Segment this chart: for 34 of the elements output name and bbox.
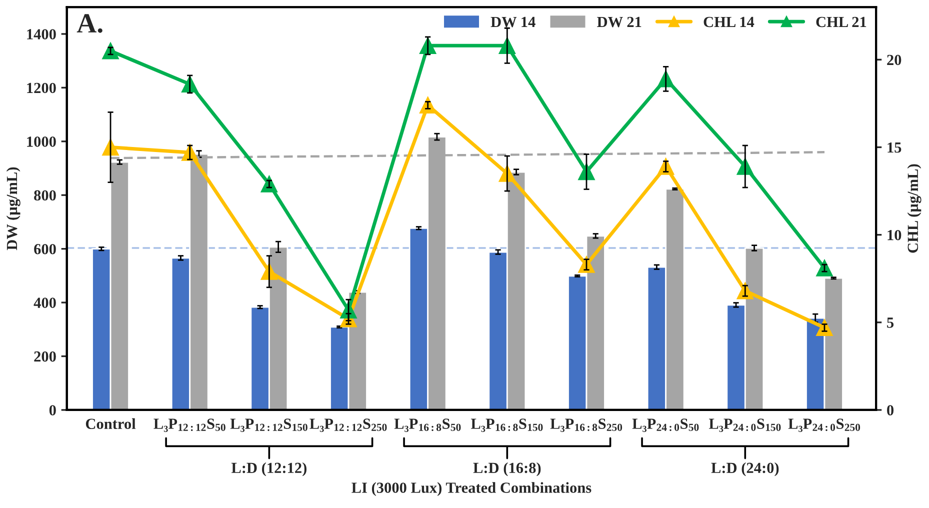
x-tick-label: L₃P$_{12:12}$S$_{150}$ bbox=[230, 418, 308, 432]
x-axis-title: LI (3000 Lux) Treated Combinations bbox=[352, 482, 592, 496]
x-tick-label: L₃P$_{24:0}$S$_{50}$ bbox=[632, 418, 699, 432]
x-tick-label: L₃P$_{24:0}$S$_{250}$ bbox=[788, 418, 860, 432]
y-axis-title: DW (µg/mL) bbox=[6, 167, 20, 250]
legend-label: DW 14 bbox=[490, 16, 536, 28]
x-tick-label: L₃P$_{16:8}$S$_{250}$ bbox=[550, 418, 622, 432]
y-tick-label: 400 bbox=[34, 298, 56, 308]
x-tick-label: Control bbox=[86, 418, 136, 430]
y2-tick-label: 15 bbox=[888, 142, 902, 153]
text: L:D (12:12) bbox=[231, 462, 306, 476]
y-tick-label: 0 bbox=[49, 405, 56, 416]
y-tick-label: 1400 bbox=[27, 29, 56, 40]
x-tick-label: L₃P$_{12:12}$S$_{50}$ bbox=[154, 418, 226, 432]
y-tick-label: 200 bbox=[34, 351, 56, 362]
x-tick-label: L₃P$_{16:8}$S$_{50}$ bbox=[394, 418, 461, 432]
text: L:D (16:8) bbox=[473, 462, 541, 476]
y2-tick-label: 10 bbox=[888, 230, 902, 240]
chart-title: A. bbox=[76, 14, 102, 33]
legend-label: DW 21 bbox=[597, 16, 642, 28]
y2-tick-label: 20 bbox=[887, 54, 902, 66]
y-tick-label: 800 bbox=[34, 190, 56, 201]
y2-axis-title: CHL (µg/mL) bbox=[907, 164, 922, 253]
x-tick-label: L₃P$_{12:12}$S$_{250}$ bbox=[310, 418, 387, 432]
y-tick-label: 1200 bbox=[27, 82, 56, 94]
legend-label: CHL 21 bbox=[816, 16, 866, 28]
text: L:D (24:0) bbox=[711, 462, 779, 476]
x-tick-label: L₃P$_{16:8}$S$_{150}$ bbox=[470, 418, 543, 432]
y-tick-label: 1000 bbox=[27, 136, 56, 147]
legend-label: CHL 14 bbox=[704, 16, 754, 28]
y2-tick-label: 0 bbox=[887, 405, 894, 416]
y2-tick-label: 5 bbox=[887, 318, 894, 328]
x-tick-label: L₃P$_{24:0}$S$_{150}$ bbox=[708, 418, 781, 432]
y-tick-label: 600 bbox=[34, 244, 56, 254]
